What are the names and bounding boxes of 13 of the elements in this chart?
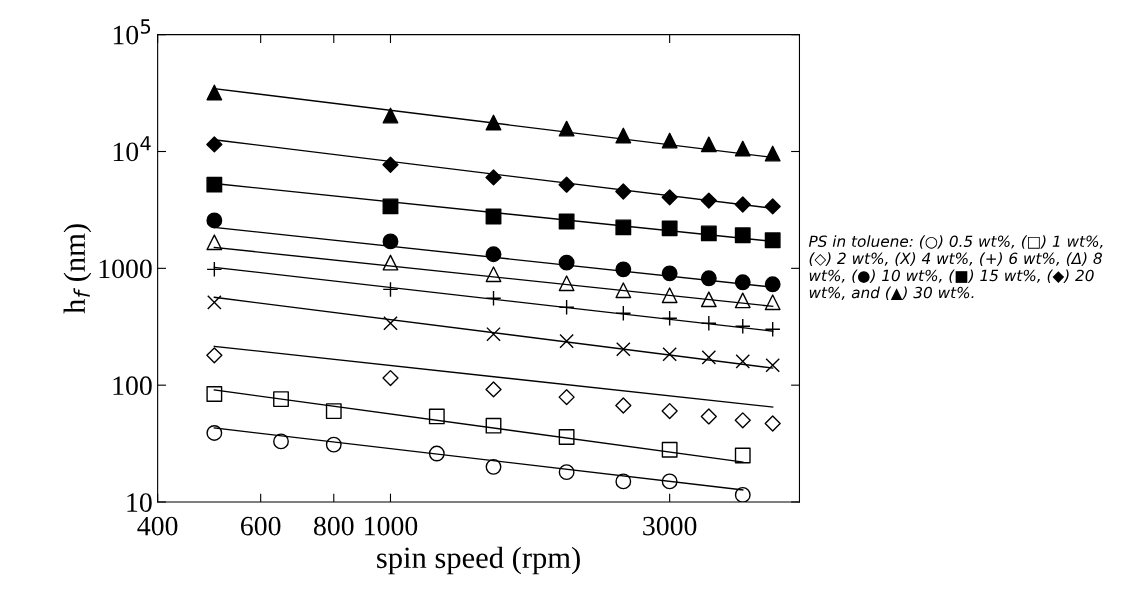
x-tick-label: 400 [137, 516, 178, 536]
y-tick-label: 1000 [99, 259, 152, 279]
y-tick-label: 10 [127, 493, 152, 512]
y-tick-label: 10$^{5}$ [113, 19, 151, 45]
x-axis-title: spin speed (rpm) [377, 546, 580, 575]
x-tick-label: 3000 [643, 516, 697, 536]
text: PS in toluene: (○) 0.5 wt%, (□) 1 wt%, (◇) 2 wt%, (X) 4 wt%, (+) 6 wt%, (Δ) 8 wt%, (●) 10 wt%, (■) 15 wt%, (◆) 20 wt%, and (▲) 30 wt%. [808, 235, 1103, 301]
y-axis-title: h$_{f}$ (nm) [63, 224, 92, 314]
x-tick-label: 600 [241, 516, 281, 536]
y-tick-label: 100 [113, 376, 152, 396]
x-tick-label: 800 [314, 516, 354, 536]
x-tick-label: 1000 [365, 516, 418, 536]
y-tick-label: 10$^{4}$ [113, 136, 151, 162]
